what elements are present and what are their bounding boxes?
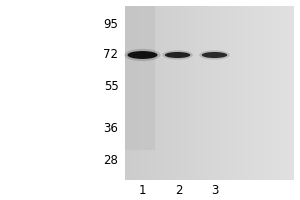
Bar (124, 6, 127, 180)
Bar (220, 6, 224, 180)
Text: 72: 72 (103, 47, 118, 60)
Text: 1: 1 (139, 184, 146, 196)
Bar (158, 6, 161, 180)
Bar (206, 6, 209, 180)
Bar (201, 6, 204, 180)
Ellipse shape (165, 52, 190, 58)
Bar (291, 6, 294, 180)
Bar (164, 6, 167, 180)
Text: 3: 3 (211, 184, 218, 196)
Bar (254, 6, 257, 180)
Bar (238, 6, 240, 180)
Bar (195, 6, 198, 180)
Bar (192, 6, 195, 180)
Bar (229, 6, 232, 180)
Bar (232, 6, 235, 180)
Text: 2: 2 (175, 184, 182, 196)
Bar (235, 6, 238, 180)
Bar (277, 6, 280, 180)
Bar (272, 6, 274, 180)
Ellipse shape (124, 49, 160, 61)
Bar (175, 6, 178, 180)
Bar (156, 6, 158, 180)
Bar (218, 6, 220, 180)
Bar (124, 6, 154, 150)
Bar (184, 6, 187, 180)
Bar (204, 6, 206, 180)
Bar (257, 6, 260, 180)
Bar (226, 6, 229, 180)
Bar (249, 6, 252, 180)
Bar (274, 6, 277, 180)
Bar (198, 6, 201, 180)
Bar (224, 6, 226, 180)
Bar (243, 6, 246, 180)
Bar (142, 6, 144, 180)
Bar (260, 6, 263, 180)
Bar (263, 6, 266, 180)
Bar (288, 6, 291, 180)
Ellipse shape (162, 50, 193, 60)
Bar (150, 6, 153, 180)
Bar (187, 6, 190, 180)
Bar (240, 6, 243, 180)
Bar (268, 6, 272, 180)
Bar (153, 6, 156, 180)
Bar (190, 6, 192, 180)
Bar (246, 6, 249, 180)
Bar (167, 6, 170, 180)
Bar (252, 6, 254, 180)
Bar (215, 6, 218, 180)
Bar (136, 6, 139, 180)
Text: 55: 55 (104, 80, 119, 92)
Bar (178, 6, 181, 180)
Bar (212, 6, 215, 180)
Text: 95: 95 (103, 18, 118, 30)
Ellipse shape (128, 51, 158, 59)
Bar (139, 6, 142, 180)
Text: 28: 28 (103, 154, 118, 166)
Bar (209, 6, 212, 180)
Bar (144, 6, 147, 180)
Bar (147, 6, 150, 180)
Bar (127, 6, 130, 180)
Bar (133, 6, 136, 180)
Bar (130, 6, 133, 180)
Text: 36: 36 (103, 121, 118, 134)
Bar (170, 6, 172, 180)
Bar (161, 6, 164, 180)
Bar (280, 6, 283, 180)
Bar (172, 6, 175, 180)
Bar (266, 6, 268, 180)
Ellipse shape (202, 52, 227, 58)
Ellipse shape (199, 50, 230, 60)
Bar (283, 6, 286, 180)
Bar (286, 6, 288, 180)
Bar (181, 6, 184, 180)
